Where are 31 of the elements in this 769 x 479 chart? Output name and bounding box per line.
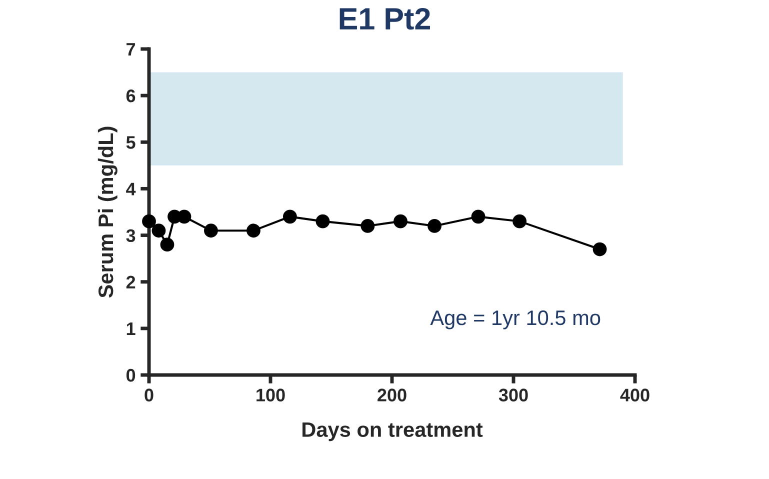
- y-tick-label: 0: [126, 368, 136, 382]
- y-tick-label: 4: [126, 182, 136, 196]
- point: [592, 242, 607, 256]
- x-tick-label: 400: [620, 388, 650, 402]
- point: [160, 238, 174, 252]
- point: [360, 219, 375, 233]
- y-axis-title: Serum Pi (mg/dL): [98, 126, 118, 298]
- x-tick-label: 300: [498, 388, 528, 402]
- point: [394, 214, 408, 228]
- y-tick-label: 2: [126, 276, 136, 288]
- x-tick-label: 0: [144, 388, 154, 402]
- point: [246, 224, 260, 238]
- x-tick-label: 200: [378, 388, 406, 402]
- y-tick-label: 1: [126, 322, 136, 335]
- point: [204, 224, 218, 238]
- point: [471, 210, 486, 224]
- point: [142, 214, 156, 228]
- y-tick-label: 5: [126, 136, 136, 149]
- y-tick-label: 6: [126, 90, 136, 102]
- point: [177, 210, 192, 224]
- point: [316, 214, 330, 228]
- annotation: Age = 1yr 10.5 mo: [430, 310, 600, 330]
- y-tick-label: 3: [126, 229, 136, 242]
- point: [152, 224, 166, 238]
- y-tick-label: 7: [126, 43, 136, 56]
- x-tick-label: 100: [256, 388, 285, 402]
- point: [282, 210, 297, 224]
- x-axis-title: Days on treatment: [302, 422, 483, 442]
- chart-title: E1 Pt2: [340, 8, 430, 30]
- point: [512, 214, 527, 228]
- point: [428, 219, 442, 233]
